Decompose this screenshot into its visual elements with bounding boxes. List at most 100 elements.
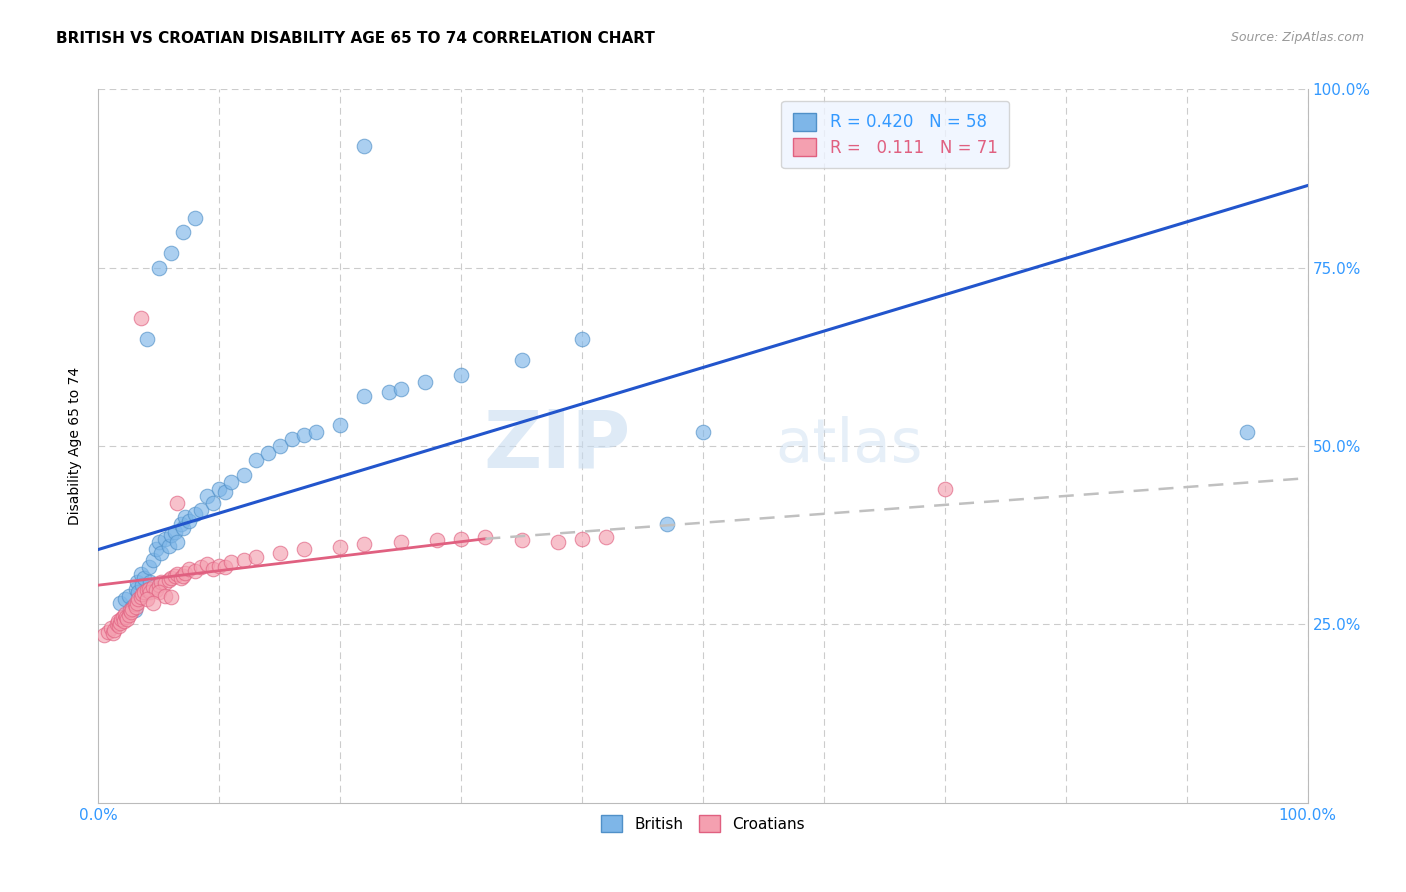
Croatians [426, 533, 449, 548]
British [153, 532, 176, 546]
British [377, 385, 399, 400]
Croatians [160, 591, 183, 605]
Croatians [389, 535, 412, 549]
Croatians [150, 574, 173, 589]
Croatians [148, 585, 170, 599]
British [142, 553, 165, 567]
British [214, 485, 236, 500]
British [129, 567, 152, 582]
British [150, 546, 173, 560]
British [353, 389, 375, 403]
Croatians [129, 310, 152, 325]
Croatians [450, 532, 472, 546]
British [125, 582, 148, 596]
British [169, 517, 191, 532]
British [138, 560, 160, 574]
British [166, 535, 188, 549]
Croatians [179, 562, 201, 576]
Croatians [232, 553, 254, 567]
Croatians [245, 549, 267, 564]
Croatians [125, 599, 148, 614]
British [131, 578, 153, 592]
Croatians [129, 591, 152, 605]
Croatians [135, 583, 157, 598]
Croatians [148, 578, 170, 592]
British [232, 467, 254, 482]
Croatians [118, 603, 141, 617]
Croatians [103, 623, 125, 637]
British [121, 599, 143, 614]
Croatians [120, 605, 142, 619]
Croatians [157, 573, 180, 587]
Croatians [111, 610, 134, 624]
British [202, 496, 225, 510]
Croatians [208, 558, 231, 573]
Croatians [934, 482, 956, 496]
Croatians [100, 621, 122, 635]
British [353, 139, 375, 153]
Croatians [595, 530, 617, 544]
Croatians [153, 589, 176, 603]
British [269, 439, 291, 453]
British [413, 375, 436, 389]
Croatians [110, 612, 132, 626]
Croatians [105, 617, 128, 632]
Croatians [135, 592, 157, 607]
Croatians [195, 557, 218, 571]
British [292, 428, 315, 442]
British [139, 574, 162, 589]
Croatians [127, 592, 149, 607]
Text: Source: ZipAtlas.com: Source: ZipAtlas.com [1230, 31, 1364, 45]
Text: ZIP: ZIP [484, 407, 630, 485]
Croatians [139, 585, 162, 599]
British [114, 592, 136, 607]
Croatians [353, 537, 375, 551]
British [179, 514, 201, 528]
Croatians [174, 566, 197, 580]
Croatians [108, 619, 131, 633]
Croatians [221, 555, 243, 569]
British [148, 260, 170, 275]
British [510, 353, 533, 368]
British [127, 585, 149, 599]
Croatians [127, 596, 149, 610]
Croatians [118, 608, 141, 623]
Y-axis label: Disability Age 65 to 74: Disability Age 65 to 74 [69, 367, 83, 525]
British [208, 482, 231, 496]
British [256, 446, 278, 460]
Croatians [474, 530, 496, 544]
Croatians [108, 615, 131, 630]
British [245, 453, 267, 467]
British [148, 535, 170, 549]
British [108, 596, 131, 610]
British [124, 603, 146, 617]
Croatians [510, 533, 533, 548]
Croatians [114, 607, 136, 621]
British [145, 542, 167, 557]
British [118, 589, 141, 603]
Croatians [145, 583, 167, 598]
Croatians [101, 626, 124, 640]
Croatians [292, 542, 315, 557]
British [160, 246, 183, 260]
Croatians [121, 601, 143, 615]
Croatians [131, 587, 153, 601]
Croatians [172, 569, 194, 583]
British [174, 510, 197, 524]
British [184, 211, 207, 225]
Croatians [124, 598, 146, 612]
British [329, 417, 352, 432]
British [190, 503, 212, 517]
Croatians [142, 596, 165, 610]
British [1236, 425, 1258, 439]
Croatians [107, 614, 129, 628]
Croatians [214, 560, 236, 574]
British [172, 521, 194, 535]
British [195, 489, 218, 503]
Croatians [202, 562, 225, 576]
Croatians [166, 567, 188, 582]
Croatians [184, 564, 207, 578]
Croatians [166, 496, 188, 510]
Croatians [138, 582, 160, 596]
British [135, 585, 157, 599]
